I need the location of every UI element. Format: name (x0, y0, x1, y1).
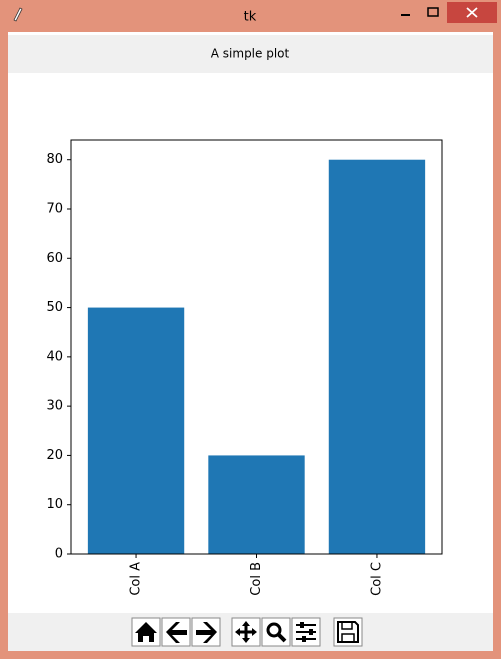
zoom-lens (266, 622, 282, 638)
app-icon (13, 7, 23, 22)
y-tick-label: 20 (46, 448, 63, 463)
save-button[interactable] (333, 617, 363, 647)
pan-icon (235, 621, 257, 643)
pan-button[interactable] (231, 617, 261, 647)
zoom-button[interactable] (261, 617, 291, 647)
bar (208, 455, 305, 554)
y-tick-label: 0 (55, 547, 63, 562)
y-tick-label: 80 (46, 152, 63, 167)
y-tick-label: 60 (46, 251, 63, 266)
forward-button[interactable] (191, 617, 221, 647)
bar (328, 159, 426, 554)
y-tick-label: 10 (46, 497, 63, 512)
y-tick-label: 30 (46, 399, 63, 414)
save-label (341, 633, 355, 643)
home-icon (135, 622, 157, 642)
window-title: tk (244, 10, 257, 25)
maximize-area[interactable] (420, 2, 446, 24)
chart: 0 10 20 30 40 50 60 70 80 Col A Col B Col C (46, 152, 426, 596)
plot-label: A simple plot (211, 47, 290, 61)
x-tick-label: Col C (369, 562, 384, 596)
axes-frame (70, 139, 443, 555)
y-tick-label: 50 (46, 300, 63, 315)
y-tick-label: 40 (46, 349, 63, 364)
back-icon (166, 622, 187, 643)
save-shutter (341, 621, 353, 630)
home-button[interactable] (131, 617, 161, 647)
button-face[interactable] (261, 617, 291, 647)
label-area (8, 35, 493, 73)
minimize-button[interactable] (392, 2, 418, 24)
bar (87, 307, 185, 554)
minimize-area[interactable] (392, 2, 418, 24)
slider-knob (300, 622, 304, 628)
maximize-button[interactable] (420, 2, 446, 24)
x-tick-label: Col A (129, 562, 144, 596)
configure-button[interactable] (291, 617, 321, 647)
zoom-handle (276, 632, 287, 643)
slider-knob (309, 629, 313, 635)
maximize-icon (427, 7, 439, 17)
close-icon (466, 7, 478, 18)
y-tick-label: 70 (46, 202, 63, 217)
back-button[interactable] (161, 617, 191, 647)
slider-knob (302, 636, 306, 642)
x-tick-label: Col B (249, 562, 264, 596)
forward-icon (196, 622, 217, 643)
close-button[interactable] (447, 2, 497, 23)
